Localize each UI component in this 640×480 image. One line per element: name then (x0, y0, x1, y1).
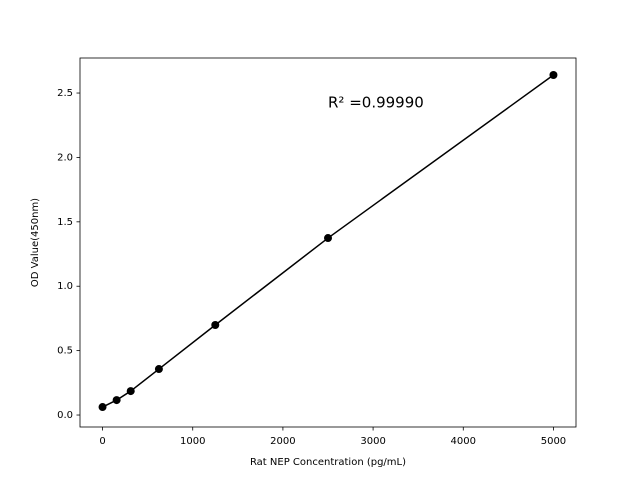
data-point (154, 365, 163, 374)
y-tick-label: 0.0 (57, 410, 73, 421)
data-point (112, 396, 121, 405)
data-point (98, 403, 107, 412)
annotation: R² =0.99990 (328, 94, 424, 112)
x-tick-label: 3000 (360, 436, 385, 447)
y-tick-label: 1.5 (57, 217, 73, 228)
data-point (126, 387, 135, 396)
y-tick-label: 2.0 (57, 152, 73, 163)
y-tick-label: 1.0 (57, 281, 73, 292)
x-tick-label: 0 (99, 436, 105, 447)
x-tick-label: 5000 (541, 436, 566, 447)
data-point (211, 320, 220, 329)
y-axis-label: OD Value(450nm) (30, 198, 41, 287)
data-point (324, 234, 332, 243)
x-axis-label: Rat NEP Concentration (pg/mL) (250, 457, 406, 468)
x-tick-label: 4000 (451, 436, 476, 447)
y-tick-label: 2.5 (57, 88, 73, 99)
x-tick-label: 1000 (180, 436, 205, 447)
y-tick-label: 0.5 (57, 346, 73, 357)
plot-frame (79, 57, 577, 428)
data-point (549, 71, 558, 80)
x-tick-label: 2000 (270, 436, 295, 447)
